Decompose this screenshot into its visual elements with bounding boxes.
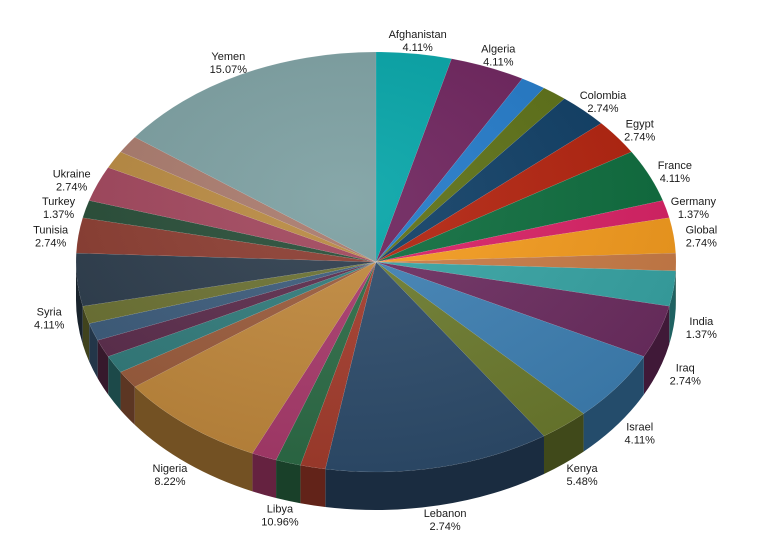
slice-percent: 4.11% — [625, 435, 656, 447]
slice-name: Nigeria — [153, 463, 189, 475]
slice-name: Afghanistan — [389, 29, 447, 41]
slice-percent: 2.74% — [430, 521, 461, 533]
slice-name: Egypt — [626, 119, 654, 131]
slice-percent: 5.48% — [566, 476, 597, 488]
slice-name: Kenya — [566, 463, 598, 475]
slice-side-unlabeled-17 — [252, 453, 277, 499]
slice-percent: 1.37% — [678, 209, 709, 221]
slice-percent: 10.96% — [261, 516, 299, 528]
slice-percent: 4.11% — [402, 42, 433, 54]
slice-percent: 4.11% — [483, 56, 514, 68]
slice-name: Turkey — [42, 196, 76, 208]
slice-side-unlabeled-15 — [300, 465, 326, 507]
slice-name: Israel — [626, 422, 653, 434]
slice-name: Colombia — [580, 90, 627, 102]
slice-side-libya — [276, 460, 301, 504]
slice-percent: 1.37% — [43, 209, 74, 221]
slice-name: Germany — [671, 196, 717, 208]
slice-name: Global — [685, 224, 717, 236]
pie-top-faces — [75, 51, 677, 473]
slice-name: Iraq — [676, 362, 695, 374]
slice-side-lebanon — [325, 435, 544, 510]
slice-name: Ukraine — [53, 169, 91, 181]
slice-percent: 4.11% — [34, 319, 65, 331]
slice-percent: 1.37% — [686, 329, 717, 341]
slice-name: India — [689, 316, 714, 328]
slice-name: Yemen — [211, 51, 245, 63]
slice-name: Tunisia — [33, 224, 69, 236]
slice-percent: 2.74% — [56, 182, 87, 194]
slice-percent: 8.22% — [154, 476, 185, 488]
slice-name: Syria — [37, 306, 63, 318]
slice-name: Lebanon — [424, 508, 467, 520]
slice-percent: 2.74% — [587, 103, 618, 115]
slice-percent: 2.74% — [670, 375, 701, 387]
slice-name: Libya — [267, 503, 294, 515]
slice-percent: 15.07% — [210, 64, 248, 76]
slice-name: Algeria — [481, 43, 516, 55]
slice-percent: 2.74% — [686, 237, 717, 249]
slice-percent: 4.11% — [660, 173, 691, 185]
slice-name: France — [658, 160, 692, 172]
slice-percent: 2.74% — [35, 237, 66, 249]
slice-percent: 2.74% — [624, 132, 655, 144]
